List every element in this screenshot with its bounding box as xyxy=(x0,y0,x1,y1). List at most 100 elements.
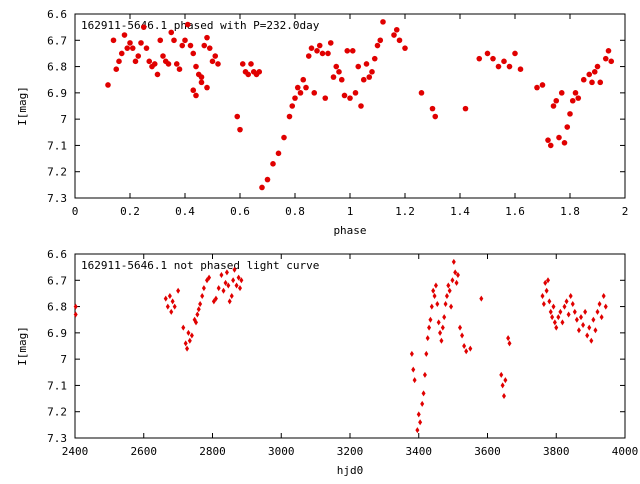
data-point xyxy=(172,303,177,310)
data-point xyxy=(595,308,600,315)
y-tick-label: 6.8 xyxy=(47,61,67,74)
x-tick-label: 2400 xyxy=(62,445,89,458)
x-tick-label: 3000 xyxy=(268,445,295,458)
data-point xyxy=(545,137,551,143)
data-point xyxy=(411,366,416,373)
data-point xyxy=(422,371,427,378)
data-point xyxy=(127,40,133,46)
data-point xyxy=(460,332,465,339)
data-point xyxy=(239,61,246,67)
data-point xyxy=(507,340,512,347)
data-point xyxy=(428,316,433,323)
x-tick-label: 1.2 xyxy=(395,205,415,218)
data-point xyxy=(275,150,282,157)
data-point xyxy=(193,63,199,70)
chart-title: 162911-5646.1 not phased light curve xyxy=(81,259,319,272)
data-point xyxy=(140,24,147,30)
data-point xyxy=(540,293,545,300)
data-point xyxy=(439,337,444,344)
data-point xyxy=(193,92,199,99)
data-point xyxy=(425,335,430,342)
data-point xyxy=(227,298,232,305)
data-point xyxy=(132,58,139,65)
data-point xyxy=(121,32,128,38)
data-point xyxy=(226,282,231,289)
data-point xyxy=(165,303,170,310)
data-point xyxy=(579,314,583,321)
data-point xyxy=(374,42,381,49)
data-point xyxy=(124,45,131,51)
data-point xyxy=(432,113,439,120)
data-point xyxy=(223,279,228,286)
data-point xyxy=(564,124,571,130)
data-point xyxy=(366,74,373,80)
data-point xyxy=(569,97,576,104)
data-point xyxy=(352,90,359,96)
data-point xyxy=(294,84,301,91)
data-point xyxy=(418,419,423,426)
data-point xyxy=(330,74,337,80)
data-point xyxy=(176,287,181,294)
x-tick-label: 1.8 xyxy=(560,205,580,218)
data-point xyxy=(562,303,567,310)
data-point xyxy=(517,66,524,72)
y-tick-label: 6.7 xyxy=(47,34,67,47)
data-point xyxy=(500,382,505,389)
data-point xyxy=(167,293,172,300)
data-point xyxy=(207,274,212,281)
data-point xyxy=(322,95,329,101)
data-point xyxy=(200,293,205,300)
data-point xyxy=(170,298,175,305)
data-point xyxy=(444,293,449,300)
data-point xyxy=(184,21,191,28)
data-point xyxy=(479,295,484,302)
data-point xyxy=(300,76,307,83)
data-point xyxy=(303,84,309,91)
data-point xyxy=(599,314,604,321)
y-axis-label: I[mag] xyxy=(16,326,29,366)
x-tick-label: 3800 xyxy=(543,445,570,458)
data-point xyxy=(216,285,221,292)
data-point xyxy=(484,50,491,57)
data-point xyxy=(201,285,206,292)
data-point xyxy=(182,37,188,44)
data-point xyxy=(73,303,78,310)
data-point xyxy=(580,76,587,83)
data-point xyxy=(234,113,241,120)
data-point xyxy=(572,90,579,96)
data-point xyxy=(297,90,304,96)
data-point xyxy=(237,126,243,133)
data-point xyxy=(603,303,608,310)
data-point xyxy=(558,90,565,96)
data-point xyxy=(420,400,425,407)
data-point xyxy=(539,82,546,88)
data-point xyxy=(435,300,440,307)
data-point xyxy=(355,63,362,70)
data-point xyxy=(583,308,588,315)
data-point xyxy=(558,308,563,315)
data-point xyxy=(447,287,452,294)
data-point xyxy=(602,55,609,62)
y-axis-label: I[mag] xyxy=(16,86,29,126)
y-tick-label: 6.7 xyxy=(47,274,67,287)
data-point xyxy=(231,277,236,284)
data-point xyxy=(116,58,122,65)
data-point xyxy=(190,87,197,94)
data-point xyxy=(333,63,340,70)
data-point xyxy=(256,69,263,75)
data-point xyxy=(506,63,513,70)
data-point xyxy=(608,58,615,65)
data-point xyxy=(163,295,168,302)
data-point xyxy=(572,308,577,315)
data-point xyxy=(341,92,348,99)
y-tick-label: 7.3 xyxy=(47,192,67,205)
data-point xyxy=(433,282,438,289)
plot-frame xyxy=(74,13,626,199)
data-point xyxy=(380,19,386,25)
data-point xyxy=(360,76,367,83)
data-point xyxy=(369,69,375,75)
y-tick-label: 7.2 xyxy=(47,166,67,179)
plot-frame xyxy=(74,253,626,439)
data-point xyxy=(416,411,421,418)
